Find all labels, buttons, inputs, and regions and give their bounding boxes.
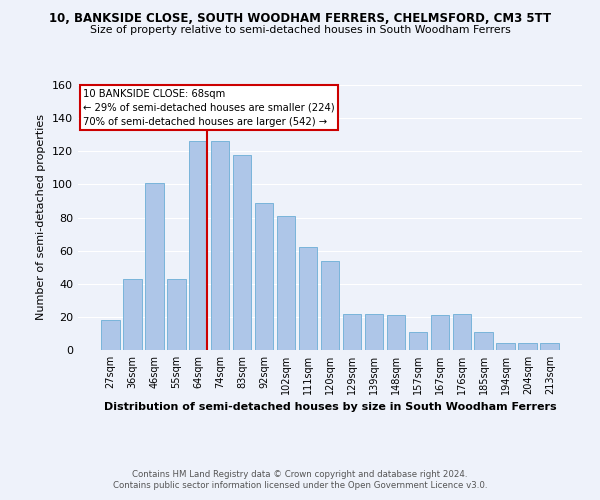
Bar [299,248,317,350]
Bar [343,314,361,350]
Text: 10 BANKSIDE CLOSE: 68sqm
← 29% of semi-detached houses are smaller (224)
70% of : 10 BANKSIDE CLOSE: 68sqm ← 29% of semi-d… [83,89,335,127]
Y-axis label: Number of semi-detached properties: Number of semi-detached properties [37,114,46,320]
Bar [255,202,274,350]
Bar [518,344,537,350]
Bar [475,332,493,350]
Bar [320,260,340,350]
Bar [167,279,185,350]
Text: Size of property relative to semi-detached houses in South Woodham Ferrers: Size of property relative to semi-detach… [89,25,511,35]
Bar [496,344,515,350]
Bar [277,216,295,350]
Bar [431,315,449,350]
Text: Contains public sector information licensed under the Open Government Licence v3: Contains public sector information licen… [113,481,487,490]
Text: Distribution of semi-detached houses by size in South Woodham Ferrers: Distribution of semi-detached houses by … [104,402,556,412]
Bar [145,182,164,350]
Text: 10, BANKSIDE CLOSE, SOUTH WOODHAM FERRERS, CHELMSFORD, CM3 5TT: 10, BANKSIDE CLOSE, SOUTH WOODHAM FERRER… [49,12,551,26]
Bar [452,314,471,350]
Text: Contains HM Land Registry data © Crown copyright and database right 2024.: Contains HM Land Registry data © Crown c… [132,470,468,479]
Bar [189,142,208,350]
Bar [233,154,251,350]
Bar [211,142,229,350]
Bar [409,332,427,350]
Bar [101,320,119,350]
Bar [541,344,559,350]
Bar [365,314,383,350]
Bar [123,279,142,350]
Bar [386,315,405,350]
